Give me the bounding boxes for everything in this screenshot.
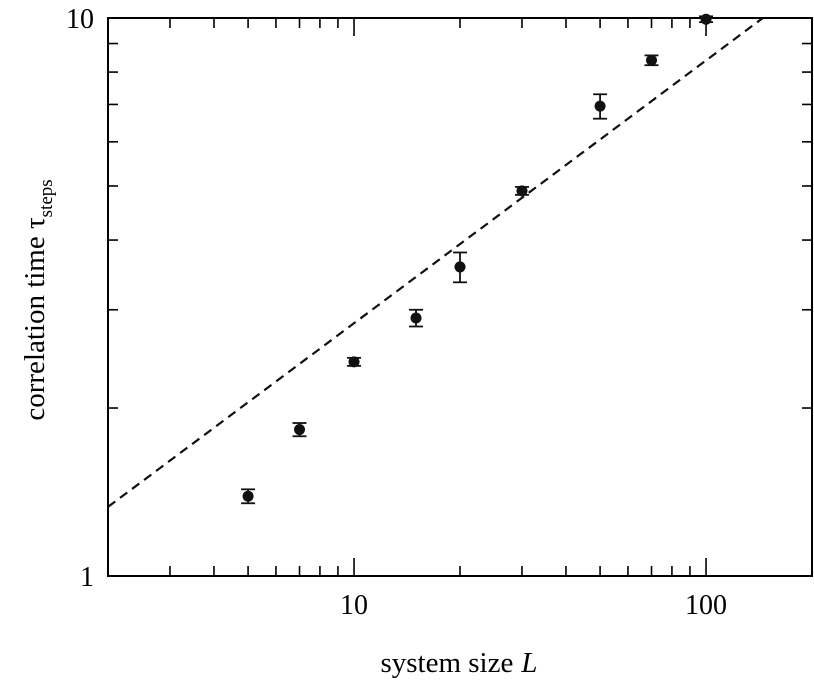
- point-marker: [700, 13, 712, 25]
- x-axis-title-symbol: L: [520, 647, 537, 679]
- plot-area: [107, 17, 813, 577]
- point-marker: [454, 261, 466, 273]
- data-point: [514, 185, 529, 197]
- point-marker: [594, 100, 606, 112]
- plot-frame: [107, 17, 813, 577]
- data-point: [347, 356, 362, 368]
- x-tick-label: 10: [340, 590, 368, 621]
- data-point: [453, 251, 467, 284]
- y-axis-title: correlation time τsteps: [19, 179, 57, 420]
- point-marker: [410, 312, 422, 324]
- data-point: [699, 13, 714, 25]
- y-axis-title-subscript: steps: [36, 179, 57, 217]
- x-axis-title-text: system size: [380, 647, 513, 679]
- point-marker: [516, 185, 528, 197]
- x-tick-label: 100: [685, 590, 727, 621]
- data-point: [292, 422, 307, 438]
- data-point: [593, 93, 608, 120]
- data-point: [241, 488, 256, 505]
- axis-labels: 10 100 1 10: [66, 4, 727, 621]
- fit-line: [108, 18, 764, 508]
- point-marker: [242, 490, 254, 502]
- y-tick-label: 1: [80, 562, 94, 593]
- data-point: [644, 54, 659, 67]
- y-axis-title-text: correlation time τ: [19, 217, 51, 421]
- data-marks: [108, 13, 764, 508]
- y-tick-label: 10: [66, 4, 94, 35]
- point-marker: [646, 54, 658, 66]
- x-axis-title: system size L: [380, 647, 537, 679]
- point-marker: [294, 424, 306, 436]
- data-point: [409, 308, 424, 328]
- point-marker: [348, 356, 360, 368]
